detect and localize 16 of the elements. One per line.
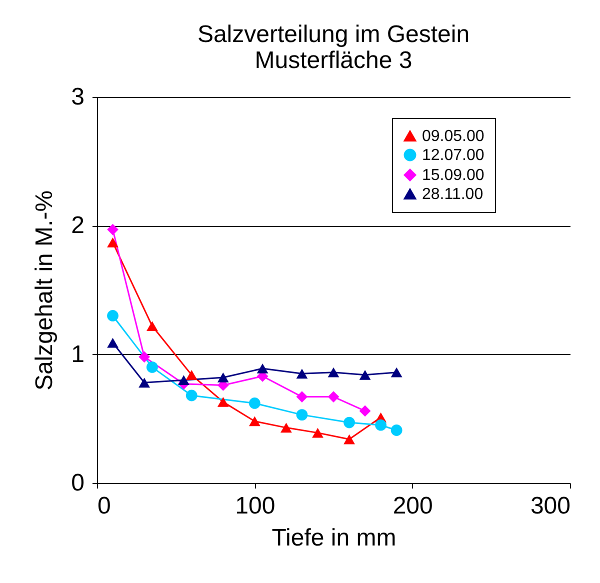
x-tick-label: 0 bbox=[98, 492, 111, 520]
y-tick-label: 2 bbox=[71, 212, 84, 240]
x-tick-label: 100 bbox=[235, 492, 276, 520]
legend-label: 12.07.00 bbox=[422, 147, 484, 164]
y-axis-title: Salzgehalt in M.-% bbox=[31, 190, 58, 391]
legend-label: 28.11.00 bbox=[422, 186, 484, 203]
legend-label: 15.09.00 bbox=[422, 167, 484, 184]
y-tick-label: 1 bbox=[71, 340, 84, 368]
x-tick-label: 200 bbox=[392, 492, 433, 520]
legend-label: 09.05.00 bbox=[422, 128, 484, 145]
x-axis-title: Tiefe in mm bbox=[272, 524, 396, 552]
x-tick-label: 300 bbox=[530, 492, 570, 520]
y-tick-label: 3 bbox=[71, 84, 84, 110]
chart-title: Salzverteilung im Gestein bbox=[197, 21, 470, 48]
chart-subtitle: Musterfläche 3 bbox=[254, 47, 412, 74]
y-tick-label: 0 bbox=[71, 470, 84, 496]
